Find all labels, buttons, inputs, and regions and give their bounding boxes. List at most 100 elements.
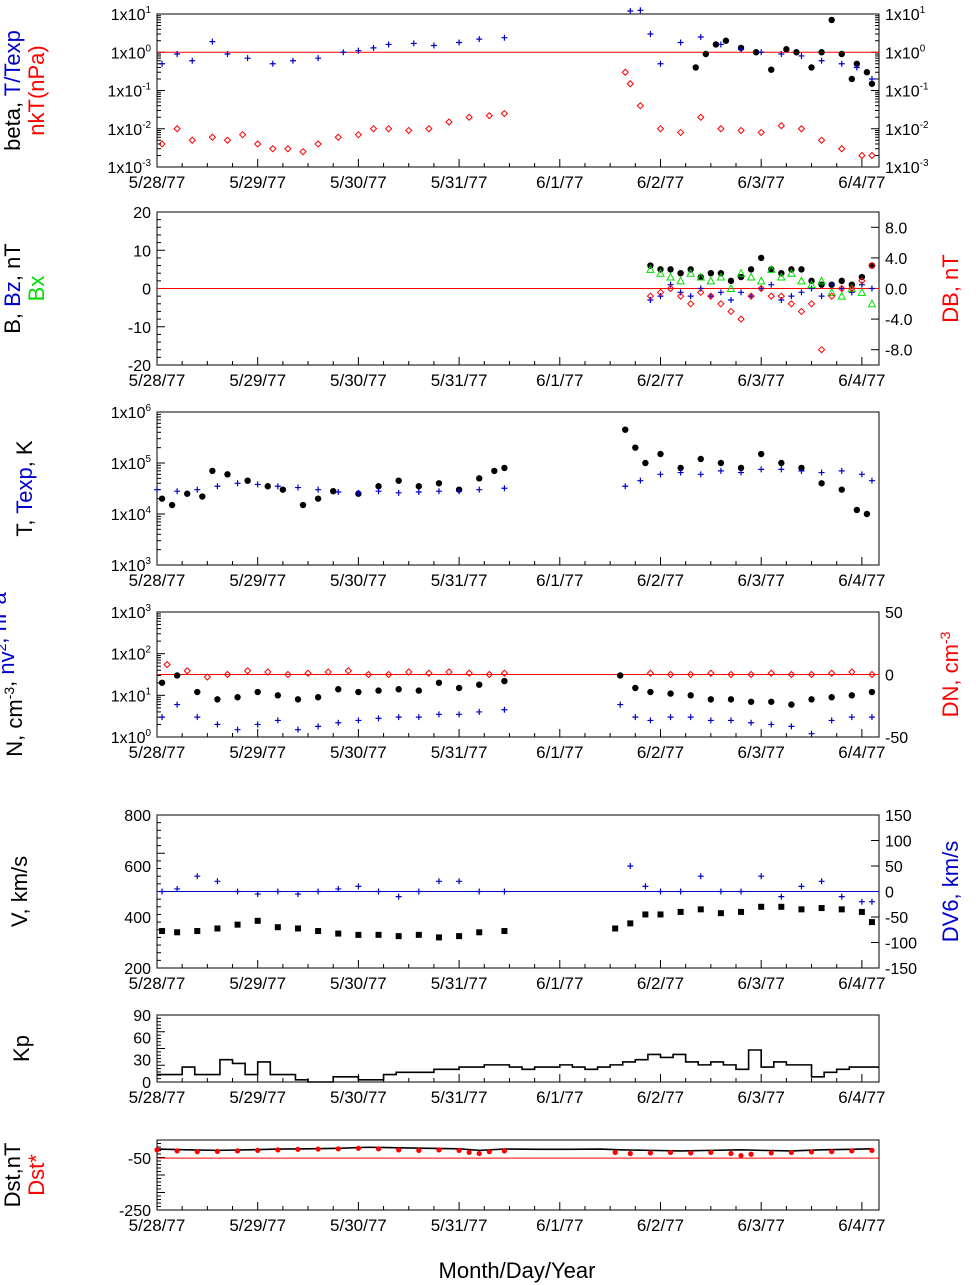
y-tick-label: 1x103 — [111, 556, 152, 575]
y-tick-label: -100 — [885, 936, 917, 953]
x-tick-label: 6/3/77 — [738, 743, 785, 762]
data-point — [632, 444, 639, 451]
series — [646, 264, 877, 308]
x-tick-label: 6/4/77 — [838, 974, 885, 993]
data-point — [676, 276, 685, 285]
data-point — [445, 118, 453, 126]
data-point — [284, 145, 292, 153]
data-point — [384, 125, 393, 133]
y-axis-label: nkT(nPa) — [24, 45, 49, 135]
data-point — [838, 145, 846, 153]
data-point — [757, 128, 765, 137]
x-tick-label: 6/3/77 — [738, 173, 785, 192]
data-point — [324, 668, 332, 676]
right-axis-label: DV6, km/s — [938, 841, 963, 942]
data-point — [697, 471, 704, 478]
data-point — [868, 670, 876, 679]
data-point — [677, 270, 684, 277]
data-point — [294, 484, 301, 491]
data-point — [334, 133, 342, 141]
x-tick-label: 5/31/77 — [431, 371, 488, 390]
data-point — [355, 688, 362, 696]
data-point — [344, 667, 353, 675]
data-point — [656, 125, 665, 133]
data-point — [788, 723, 795, 730]
data-point — [696, 272, 706, 281]
data-point — [254, 721, 261, 728]
y-axis-label: Dst* — [24, 1154, 49, 1196]
data-point — [776, 272, 786, 281]
y-tick-label: 200 — [124, 961, 151, 978]
data-point — [778, 296, 785, 303]
data-point — [646, 292, 655, 300]
data-point — [203, 673, 212, 681]
data-point — [838, 486, 845, 493]
data-point — [234, 480, 241, 487]
data-point — [275, 1147, 281, 1153]
data-point — [657, 293, 664, 300]
data-point — [817, 136, 826, 144]
x-tick-label: 6/3/77 — [738, 974, 785, 993]
data-point — [677, 289, 684, 296]
data-point — [617, 672, 624, 679]
data-point — [159, 714, 166, 721]
data-point — [154, 486, 160, 493]
data-point — [642, 459, 649, 467]
data-point — [868, 151, 876, 160]
x-tick-label: 5/29/77 — [229, 1216, 286, 1235]
data-point — [375, 483, 382, 490]
data-point — [748, 719, 755, 726]
x-tick-label: 6/1/77 — [536, 371, 583, 390]
data-point — [657, 911, 664, 918]
data-point — [476, 36, 483, 43]
plot-frame — [156, 1014, 880, 1083]
data-point — [315, 486, 322, 493]
y-tick-label: 50 — [885, 859, 903, 876]
data-point — [284, 670, 292, 679]
data-point — [818, 480, 825, 487]
data-point — [757, 284, 765, 293]
data-point — [501, 706, 508, 713]
data-point — [818, 878, 825, 885]
data-point — [375, 687, 382, 694]
data-point — [787, 670, 796, 679]
y-tick-label: -250 — [119, 1203, 151, 1220]
data-point — [238, 130, 247, 139]
data-point — [707, 270, 715, 277]
data-point — [688, 1150, 694, 1156]
data-point — [737, 273, 745, 281]
series — [159, 863, 875, 905]
y-tick-label: 1x100 — [885, 43, 926, 62]
data-point — [315, 928, 322, 935]
data-point — [746, 272, 756, 281]
data-point — [159, 60, 166, 67]
data-point — [209, 467, 216, 475]
data-point — [501, 34, 508, 41]
data-point — [702, 50, 710, 58]
data-point — [622, 426, 629, 433]
data-point — [858, 898, 865, 905]
data-point — [456, 878, 463, 885]
data-point — [778, 466, 785, 473]
data-point — [430, 42, 437, 49]
y-axis-label: beta, T/Texp — [0, 30, 25, 151]
data-point — [738, 46, 745, 53]
x-tick-label: 5/28/77 — [129, 1216, 186, 1235]
x-tick-label: 5/30/77 — [330, 571, 387, 590]
series — [157, 1049, 879, 1083]
data-point — [647, 1150, 654, 1156]
x-tick-label: 6/1/77 — [536, 974, 583, 993]
data-point — [827, 669, 836, 677]
data-point — [384, 670, 393, 679]
data-point — [768, 66, 775, 73]
x-tick-label: 6/2/77 — [637, 1216, 684, 1235]
data-point — [778, 893, 785, 900]
data-point — [667, 1149, 674, 1156]
data-point — [314, 694, 322, 701]
plot-frame — [156, 13, 880, 168]
y-tick-label: -150 — [885, 961, 917, 978]
data-point — [717, 125, 725, 133]
data-point — [818, 57, 825, 64]
panel-B: 20 10 0 -10 -20 8.0 4.0 0.0 -4.0 -8.0 5/28/77 5/29/… — [0, 205, 963, 390]
data-point — [621, 68, 629, 76]
